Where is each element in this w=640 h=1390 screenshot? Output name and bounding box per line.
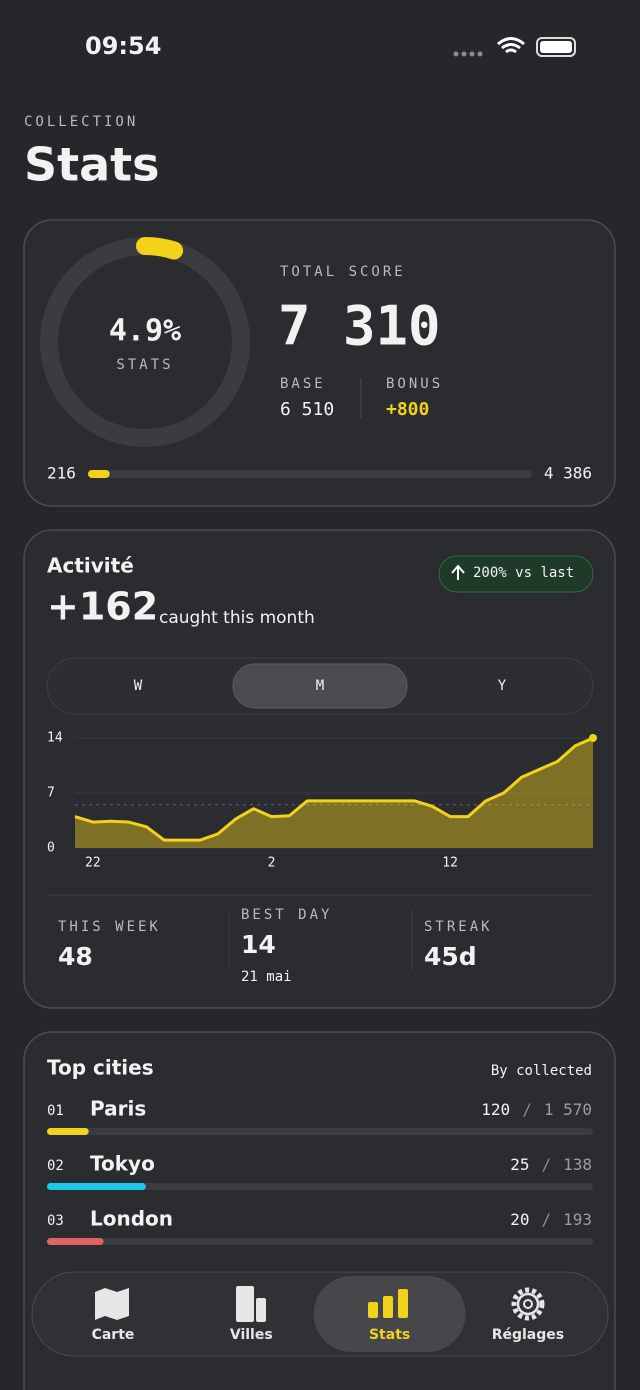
tab-label[interactable]: Y: [498, 678, 507, 694]
city-bar-track: [47, 1128, 593, 1135]
city-name: Tokyo: [90, 1152, 155, 1176]
wifi: [497, 37, 525, 54]
eyebrow: COLLECTION: [24, 114, 138, 130]
total: 1 570: [544, 1100, 592, 1119]
city-name: Paris: [90, 1097, 146, 1121]
city-bar: [47, 1183, 146, 1190]
x-tick-label: 2: [268, 856, 276, 871]
x-tick-label: 22: [85, 856, 101, 871]
activity-title: Activité: [47, 554, 134, 578]
city-bar-track: [47, 1183, 593, 1190]
base-label: BASE: [280, 376, 326, 392]
area-fill: [75, 738, 593, 848]
city-name: London: [90, 1207, 173, 1231]
tab-label[interactable]: Stats: [369, 1327, 410, 1343]
base-value: 6 510: [280, 399, 334, 420]
city-rank: 02: [47, 1158, 64, 1174]
cities-title: Top cities: [47, 1056, 154, 1080]
line: [74, 736, 594, 842]
city-bar: [47, 1128, 89, 1135]
city-rank: 03: [47, 1213, 64, 1229]
y-tick-label: 14: [47, 731, 63, 746]
total: 138: [563, 1155, 592, 1174]
tab-label[interactable]: W: [134, 678, 143, 694]
ring-label: STATS: [116, 357, 173, 373]
activity-count: +162: [47, 585, 158, 629]
map-icon: [95, 1288, 129, 1320]
city-count: 120 / 1 570: [481, 1100, 592, 1119]
city-bar-track: [47, 1238, 593, 1245]
stats-icon: [368, 1289, 408, 1318]
stat-value: 48: [58, 942, 93, 971]
range-min: 216: [47, 464, 76, 483]
page-title: Stats: [24, 138, 160, 192]
stat-note: 21 mai: [241, 969, 292, 985]
cities-sort: By collected: [491, 1063, 592, 1079]
tab-label[interactable]: Carte: [92, 1327, 135, 1343]
separator: /: [522, 1100, 532, 1119]
city-count: 25 / 138: [510, 1155, 592, 1174]
x-tick-label: 12: [442, 856, 458, 871]
total-label: TOTAL SCORE: [280, 264, 406, 280]
count: 20: [510, 1210, 529, 1229]
stat-label: THIS WEEK: [58, 919, 161, 935]
badge-text: 200% vs last: [473, 565, 574, 581]
progress-fill: [88, 470, 110, 478]
stat-label: STREAK: [424, 919, 493, 935]
signal: [453, 51, 483, 57]
bonus-value: +800: [386, 399, 429, 420]
city-bar: [47, 1238, 104, 1245]
bonus-label: BONUS: [386, 376, 443, 392]
tab-active: [232, 663, 408, 709]
y-tick-label: 7: [47, 786, 55, 801]
count: 25: [510, 1155, 529, 1174]
stat-label: BEST DAY: [241, 907, 332, 923]
activity-card: [23, 529, 616, 1009]
separator: /: [541, 1155, 551, 1174]
y-tick-label: 0: [47, 841, 55, 856]
battery: [536, 37, 576, 57]
activity-caption: caught this month: [159, 608, 315, 628]
tab-label[interactable]: Villes: [230, 1327, 273, 1343]
stat-value: 45d: [424, 942, 477, 971]
tab-label[interactable]: M: [316, 678, 324, 694]
score-card: [23, 219, 616, 507]
status-time: 09:54: [85, 32, 161, 60]
total: 193: [563, 1210, 592, 1229]
battery-level: [540, 41, 572, 53]
ring-progress: [40, 237, 250, 447]
city-count: 20 / 193: [510, 1210, 592, 1229]
separator: /: [541, 1210, 551, 1229]
ring-percent: 4.9%: [109, 314, 181, 349]
arrow-up: [451, 564, 465, 580]
gear-icon: [511, 1287, 545, 1321]
stat-value: 14: [241, 930, 276, 959]
total-score: 7 310: [278, 295, 441, 358]
city-icon: [236, 1286, 266, 1322]
city-rank: 01: [47, 1103, 64, 1119]
range-max: 4 386: [544, 464, 592, 483]
count: 120: [481, 1100, 510, 1119]
end-point: [589, 734, 597, 742]
trend-badge: [438, 555, 594, 593]
progress-track: [88, 470, 532, 478]
tab-label[interactable]: Réglages: [492, 1327, 564, 1343]
